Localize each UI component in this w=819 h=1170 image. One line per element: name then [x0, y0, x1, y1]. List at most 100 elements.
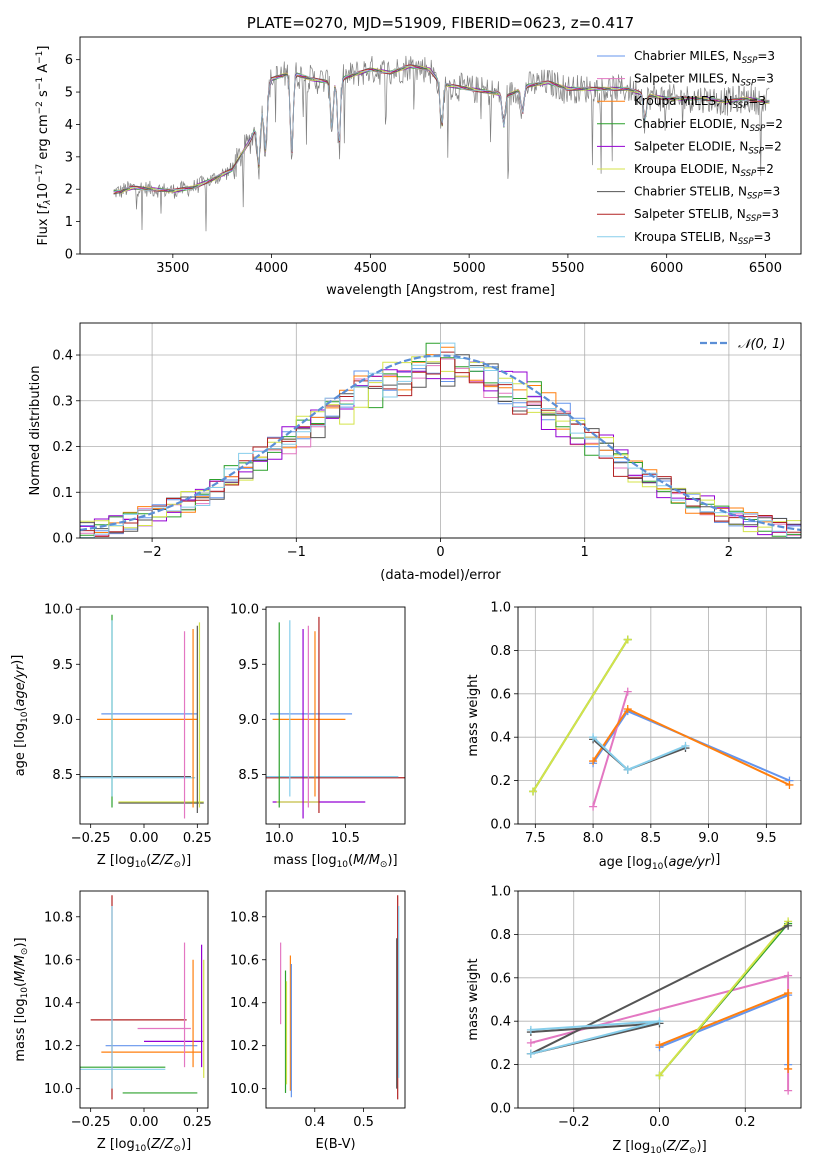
label-part: ⊙: [689, 1146, 697, 1156]
legend-label: Kroupa STELIB, NSSP=3: [634, 230, 771, 247]
axes-frame: [79, 36, 802, 255]
x-axis-label: Z [log10(Z/Z⊙)]: [612, 1139, 706, 1156]
age_vs_Z-panel: −0.25 0.00 0.258.59.09.510.0Z [log10(Z/Z⊙)…: [10, 603, 212, 870]
x-tick-label: 6000: [650, 261, 683, 276]
spectrum-panel: PLATE=0270, MJD=51909, FIBERID=0623, z=0…: [35, 14, 802, 298]
legend-sub: SSP: [738, 237, 754, 247]
x-axis-label: E(B-V): [315, 1137, 355, 1152]
weight-marker: [529, 787, 538, 796]
legend-sub: SSP: [741, 79, 757, 89]
legend-sub: SSP: [733, 101, 749, 111]
legend-label: Salpeter MILES, NSSP=3: [634, 72, 774, 89]
legend-label: Kroupa MILES, NSSP=3: [634, 94, 766, 111]
label-part: 10: [36, 183, 51, 200]
axes-frame: [79, 890, 209, 1109]
label-part: (: [662, 1139, 667, 1154]
weight-marker: [655, 1041, 664, 1050]
y-tick-label: 0: [65, 248, 73, 263]
y-tick-label: 10.0: [230, 603, 259, 618]
mass_vs_Z-axes: −0.25 0.00 0.25 10.0 10.2 10.4 10.6 10.8: [44, 910, 212, 1130]
legend-sub: SSP: [746, 214, 762, 224]
y-tick-label: 10.6: [44, 953, 73, 968]
x-axis-label: (data-model)/error: [380, 568, 501, 583]
legend-sub: SSP: [748, 146, 764, 156]
legend-suffix: =3: [761, 207, 779, 221]
label-part: (: [348, 853, 353, 868]
y-tick-label: 10.0: [44, 1082, 73, 1097]
label-part: Flux [: [36, 209, 51, 245]
errorbars: [80, 895, 205, 1100]
weight-marker: [655, 1017, 664, 1026]
y-tick-label: 8.5: [238, 768, 259, 783]
axes-frame: [265, 890, 406, 1109]
weight-marker: [784, 971, 793, 980]
label-part: −1: [35, 51, 45, 64]
legend-text: Chabrier ELODIE, N: [634, 117, 750, 131]
x-tick-label: 8.0: [583, 831, 604, 846]
y-tick-label: 4: [65, 118, 73, 133]
legend-suffix: =2: [756, 162, 774, 176]
x-tick-label: −0.2: [558, 1115, 590, 1130]
label-part: Z/Z: [150, 853, 174, 868]
y-tick-label: 0.2: [490, 1058, 511, 1073]
label-part: 10: [650, 1146, 662, 1156]
axes-frame: [79, 322, 802, 539]
weight-marker: [589, 757, 598, 766]
residuals-panel: −2 −1 0 1 2 0.0 0.1 0.2 0.3 0.4 𝒩(0, 1) (data-model…: [28, 322, 802, 583]
x-tick-label: 2: [725, 545, 733, 560]
label-part: λ: [43, 199, 53, 205]
errorbars: [266, 616, 405, 819]
y-tick-label: 1.0: [490, 601, 511, 616]
legend-label: Chabrier MILES, NSSP=3: [634, 49, 775, 66]
axes-frame: [517, 606, 802, 825]
y-tick-label: 0.8: [490, 644, 511, 659]
legend-text: Chabrier STELIB, N: [634, 185, 747, 199]
y-tick-label: 9.0: [52, 713, 73, 728]
y-tick-label: 0.3: [52, 394, 73, 409]
x-axis-label: Z [log10(Z/Z⊙)]: [97, 1137, 191, 1154]
x-tick-label: 8.5: [640, 831, 661, 846]
label-part: A: [36, 64, 51, 77]
x-axis-label: mass [log10(M/M⊙)]: [273, 853, 397, 870]
legend-suffix: =3: [757, 49, 775, 63]
weight-marker: [785, 780, 794, 789]
x-tick-label: 0.25: [183, 831, 212, 846]
spectrum-axes: 3500 4000 4500 5000 5500 6000 6500 0 1 2 3 4 5 6: [65, 53, 782, 276]
y-axis-label: mass weight: [466, 674, 481, 756]
label-part: )]: [181, 853, 191, 868]
mass_vs_ebv-panel: 0.4 0.5 10.0 10.2 10.4 10.6 10.8 E(B-V): [230, 890, 406, 1152]
label-part: Z [log: [612, 1139, 650, 1154]
x-tick-label: 4000: [255, 261, 288, 276]
legend-text: Kroupa ELODIE, N: [634, 162, 741, 176]
y-tick-label: 0.0: [490, 1102, 511, 1117]
x-tick-label: −2: [143, 545, 162, 560]
label-part: ⊙: [173, 860, 181, 870]
label-part: (: [146, 853, 151, 868]
x-axis-label: age [log10(age/yr)]: [599, 852, 721, 872]
label-part: age [log: [13, 723, 28, 776]
label-part: mass [log: [13, 998, 28, 1061]
weight-lines: [529, 635, 794, 811]
weight-series: [658, 920, 789, 1077]
label-part: mass [log: [273, 853, 336, 868]
spectrum-lines: [113, 55, 770, 232]
weight_vs_age-panel: 7.5 8.0 8.5 9.0 9.5 0.0 0.2 0.4 0.6 0.8 1.0 age [lo…: [466, 601, 802, 872]
histograms: [80, 342, 801, 538]
weight-series: [532, 638, 629, 793]
legend-sub: SSP: [741, 169, 757, 179]
legend-text: Salpeter MILES, N: [634, 72, 741, 86]
x-axis-label: Z [log10(Z/Z⊙)]: [97, 853, 191, 870]
y-tick-label: 10.4: [230, 996, 259, 1011]
legend-text: Salpeter STELIB, N: [634, 207, 746, 221]
mass_vs_ebv-axes: 0.4 0.5 10.0 10.2 10.4 10.6 10.8: [230, 910, 374, 1130]
label-part: )]: [10, 655, 25, 665]
label-part: 10: [20, 711, 30, 723]
weight-marker: [623, 704, 632, 713]
y-tick-label: 10.8: [44, 910, 73, 925]
label-part: )]: [181, 1137, 191, 1152]
label-part: ⊙: [380, 860, 388, 870]
y-tick-label: 10.0: [44, 603, 73, 618]
weight-marker: [623, 765, 632, 774]
x-axis-label: wavelength [Angstrom, rest frame]: [326, 283, 555, 298]
x-tick-label: −1: [287, 545, 306, 560]
